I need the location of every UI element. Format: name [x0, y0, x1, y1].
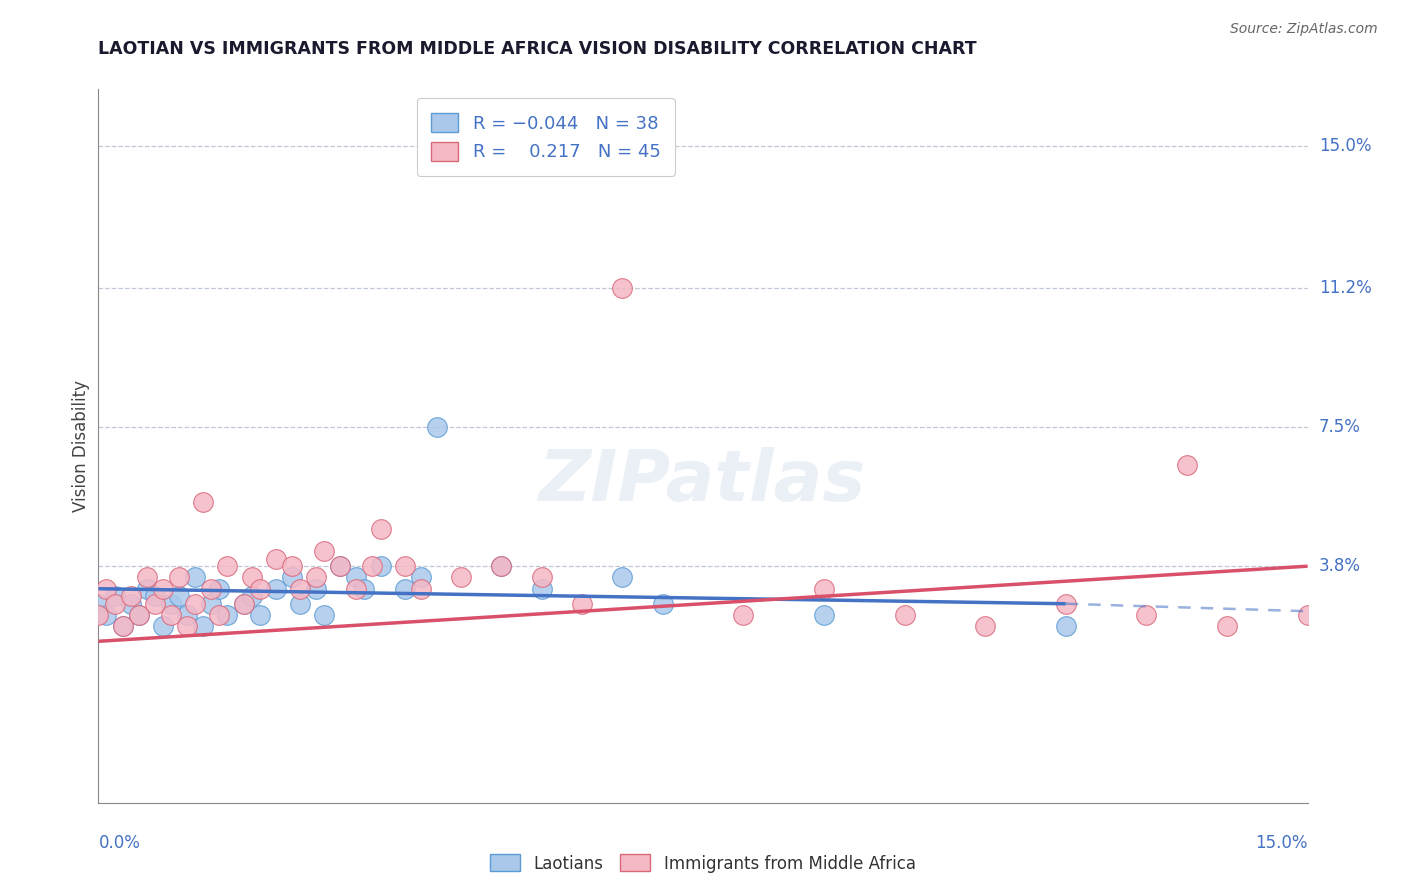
Point [200, 597, 222, 611]
Point [264, 582, 287, 596]
Point [1054, 597, 1077, 611]
Point [1296, 607, 1319, 622]
Point [120, 597, 142, 611]
Point [143, 589, 166, 603]
Point [184, 597, 207, 611]
Point [232, 597, 254, 611]
Point [305, 570, 328, 584]
Point [651, 597, 673, 611]
Point [249, 582, 271, 596]
Point [1216, 619, 1239, 633]
Point [128, 607, 150, 622]
Legend: Laotians, Immigrants from Middle Africa: Laotians, Immigrants from Middle Africa [484, 847, 922, 880]
Point [288, 597, 311, 611]
Point [103, 597, 125, 611]
Point [329, 559, 352, 574]
Text: 15.0%: 15.0% [1256, 834, 1308, 852]
Point [571, 597, 593, 611]
Point [281, 559, 304, 574]
Point [160, 607, 183, 622]
Point [893, 607, 915, 622]
Point [409, 570, 432, 584]
Text: 15.0%: 15.0% [1319, 136, 1371, 154]
Point [426, 420, 449, 434]
Text: 0.0%: 0.0% [98, 834, 141, 852]
Point [370, 559, 392, 574]
Point [200, 582, 222, 596]
Point [208, 607, 231, 622]
Text: 3.8%: 3.8% [1319, 558, 1361, 575]
Point [249, 607, 271, 622]
Point [176, 607, 198, 622]
Y-axis label: Vision Disability: Vision Disability [72, 380, 90, 512]
Point [193, 495, 215, 509]
Point [152, 619, 174, 633]
Point [264, 551, 287, 566]
Text: 7.5%: 7.5% [1319, 418, 1361, 436]
Point [361, 559, 384, 574]
Point [111, 619, 134, 633]
Point [184, 570, 207, 584]
Point [974, 619, 997, 633]
Point [344, 570, 367, 584]
Point [160, 597, 183, 611]
Point [733, 607, 755, 622]
Point [530, 582, 553, 596]
Point [329, 559, 352, 574]
Point [167, 589, 190, 603]
Point [1135, 607, 1157, 622]
Point [135, 570, 157, 584]
Point [135, 582, 157, 596]
Point [240, 589, 263, 603]
Point [491, 559, 513, 574]
Point [813, 582, 835, 596]
Point [314, 607, 336, 622]
Point [87, 607, 110, 622]
Point [813, 607, 835, 622]
Point [344, 582, 367, 596]
Point [193, 619, 215, 633]
Point [530, 570, 553, 584]
Point [120, 589, 142, 603]
Point [240, 570, 263, 584]
Point [1175, 458, 1198, 472]
Point [111, 619, 134, 633]
Point [1054, 619, 1077, 633]
Point [87, 597, 110, 611]
Point [96, 607, 118, 622]
Point [167, 570, 190, 584]
Point [217, 559, 239, 574]
Point [409, 582, 432, 596]
Point [394, 582, 416, 596]
Point [612, 281, 634, 295]
Point [305, 582, 328, 596]
Text: ZIPatlas: ZIPatlas [540, 447, 866, 516]
Point [450, 570, 472, 584]
Point [491, 559, 513, 574]
Text: LAOTIAN VS IMMIGRANTS FROM MIDDLE AFRICA VISION DISABILITY CORRELATION CHART: LAOTIAN VS IMMIGRANTS FROM MIDDLE AFRICA… [98, 40, 977, 58]
Legend: R = −0.044   N = 38, R =    0.217   N = 45: R = −0.044 N = 38, R = 0.217 N = 45 [416, 98, 675, 176]
Point [394, 559, 416, 574]
Point [612, 570, 634, 584]
Point [232, 597, 254, 611]
Point [152, 582, 174, 596]
Point [143, 597, 166, 611]
Text: Source: ZipAtlas.com: Source: ZipAtlas.com [1230, 22, 1378, 37]
Point [370, 522, 392, 536]
Point [128, 607, 150, 622]
Point [96, 582, 118, 596]
Point [208, 582, 231, 596]
Point [314, 544, 336, 558]
Point [288, 582, 311, 596]
Point [176, 619, 198, 633]
Point [281, 570, 304, 584]
Point [103, 589, 125, 603]
Text: 11.2%: 11.2% [1319, 279, 1371, 297]
Point [217, 607, 239, 622]
Point [353, 582, 375, 596]
